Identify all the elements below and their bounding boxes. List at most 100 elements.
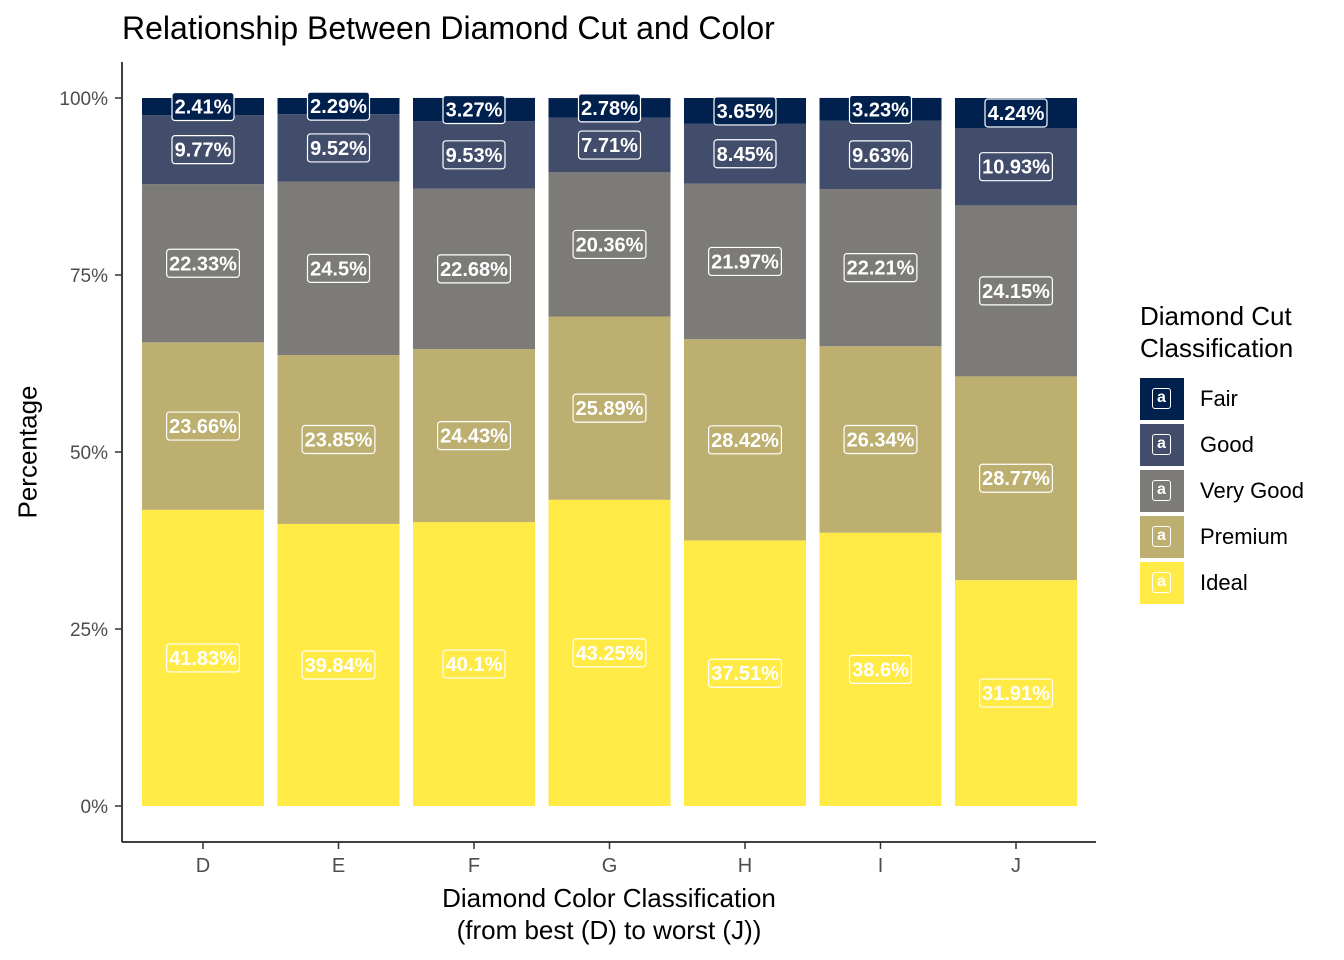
data-label: 25.89%	[576, 398, 644, 420]
x-axis-label-line2: (from best (D) to worst (J))	[456, 915, 762, 945]
legend-label: Good	[1200, 432, 1254, 457]
y-tick-label: 100%	[59, 89, 108, 110]
data-label-box	[442, 649, 506, 679]
data-label-box	[442, 94, 506, 125]
data-label: 38.6%	[852, 659, 909, 681]
legend-key-swatch: a	[1140, 470, 1184, 512]
x-tick-label: G	[602, 855, 618, 877]
data-label-box	[848, 654, 913, 684]
bar-stack-J: 31.91% 28.77% 24.15% 10.93% 4.24%	[955, 98, 1077, 806]
data-label: 24.43%	[440, 426, 508, 448]
data-label: 40.1%	[446, 654, 503, 676]
y-tick-label: 75%	[70, 266, 108, 287]
legend-key-glyph: a	[1152, 572, 1171, 593]
y-tick-label: 0%	[81, 797, 109, 818]
data-label: 9.77%	[175, 140, 232, 162]
data-label-box	[843, 424, 918, 455]
data-label: 7.71%	[581, 135, 638, 157]
data-label-box	[577, 130, 642, 160]
data-label: 4.24%	[988, 103, 1045, 125]
x-tick-label: F	[468, 855, 480, 877]
data-label-box	[166, 643, 241, 673]
data-label: 43.25%	[576, 643, 644, 665]
x-tick-label: H	[738, 855, 752, 877]
data-label: 26.34%	[847, 429, 915, 451]
y-tick-label: 25%	[70, 620, 108, 641]
data-label-box	[572, 229, 647, 260]
y-tick-label: 50%	[70, 443, 108, 464]
legend-label: Premium	[1200, 524, 1289, 549]
data-label-box	[577, 93, 642, 123]
legend-key-swatch: a	[1140, 516, 1184, 558]
data-label: 22.68%	[440, 259, 508, 281]
data-label-box	[978, 276, 1053, 306]
data-label: 22.33%	[169, 253, 237, 275]
data-label-box	[437, 254, 512, 284]
data-label: 23.85%	[305, 430, 373, 452]
legend-item: a Fair	[1140, 376, 1304, 422]
legend-items: a Fair a Good a Very Good a Premium a Ideal	[1140, 376, 1304, 606]
legend-item: a Very Good	[1140, 468, 1304, 514]
data-label-box	[171, 91, 235, 122]
data-label-box	[442, 140, 506, 170]
bar-stack-G: 43.25% 25.89% 20.36% 7.71% 2.78%	[548, 93, 671, 806]
data-label: 9.63%	[852, 145, 909, 167]
data-label-box	[301, 650, 376, 680]
bar-stack-D: 41.83% 23.66% 22.33% 9.77% 2.41%	[142, 91, 264, 806]
bar-stack-H: 37.51% 28.42% 21.97% 8.45% 3.65%	[684, 96, 806, 806]
data-label: 10.93%	[982, 157, 1050, 179]
x-tick-label: E	[332, 855, 345, 877]
data-label-box	[572, 393, 647, 423]
x-tick-label: D	[196, 855, 210, 877]
data-label-box	[437, 421, 512, 451]
data-label: 39.84%	[305, 655, 373, 677]
legend-key-swatch: a	[1140, 562, 1184, 604]
data-label-box	[848, 140, 913, 170]
legend-key-glyph: a	[1152, 526, 1171, 547]
data-label: 28.77%	[982, 468, 1050, 490]
data-label: 31.91%	[982, 683, 1050, 705]
data-label-box	[707, 246, 782, 277]
data-label: 41.83%	[169, 648, 237, 670]
data-label: 23.66%	[169, 416, 237, 438]
data-label: 8.45%	[717, 144, 774, 166]
legend-label: Fair	[1200, 386, 1238, 411]
data-label-box	[713, 96, 777, 126]
legend-key-glyph: a	[1152, 434, 1171, 455]
data-label-box	[978, 152, 1053, 182]
data-label: 37.51%	[711, 663, 779, 685]
chart-title: Relationship Between Diamond Cut and Col…	[122, 10, 775, 46]
legend: Diamond Cut Classification a Fair a Good a Ve…	[1140, 300, 1304, 606]
legend-item: a Ideal	[1140, 560, 1304, 606]
legend-key-swatch: a	[1140, 424, 1184, 466]
legend-item: a Good	[1140, 422, 1304, 468]
data-label: 20.36%	[576, 234, 644, 256]
data-label-box	[166, 411, 241, 441]
data-label: 3.65%	[717, 101, 774, 123]
y-axis-label: Percentage	[12, 385, 43, 519]
data-label: 9.53%	[446, 145, 503, 167]
data-label: 3.23%	[852, 99, 909, 121]
legend-title-line1: Diamond Cut	[1140, 301, 1292, 331]
legend-title-line2: Classification	[1140, 333, 1294, 363]
data-label: 3.27%	[446, 100, 503, 122]
data-label-box	[707, 658, 782, 688]
data-label-box	[843, 253, 918, 283]
data-label-box	[301, 424, 376, 455]
data-label: 9.52%	[310, 138, 367, 160]
data-label-box	[978, 463, 1053, 493]
legend-key-glyph: a	[1152, 480, 1171, 501]
legend-key-swatch: a	[1140, 378, 1184, 420]
data-label-box	[572, 638, 647, 668]
data-label-box	[166, 248, 241, 278]
legend-label: Very Good	[1200, 478, 1304, 503]
bar-stack-E: 39.84% 23.85% 24.5% 9.52% 2.29%	[277, 91, 400, 806]
data-label: 28.42%	[711, 430, 779, 452]
x-tick-label: J	[1011, 855, 1021, 877]
legend-item: a Premium	[1140, 514, 1304, 560]
data-label-box	[978, 678, 1053, 708]
x-tick-label: I	[878, 855, 884, 877]
data-label-box	[984, 98, 1048, 128]
data-label-box	[848, 94, 913, 124]
x-axis-label: Diamond Color Classification (from best …	[442, 882, 776, 946]
